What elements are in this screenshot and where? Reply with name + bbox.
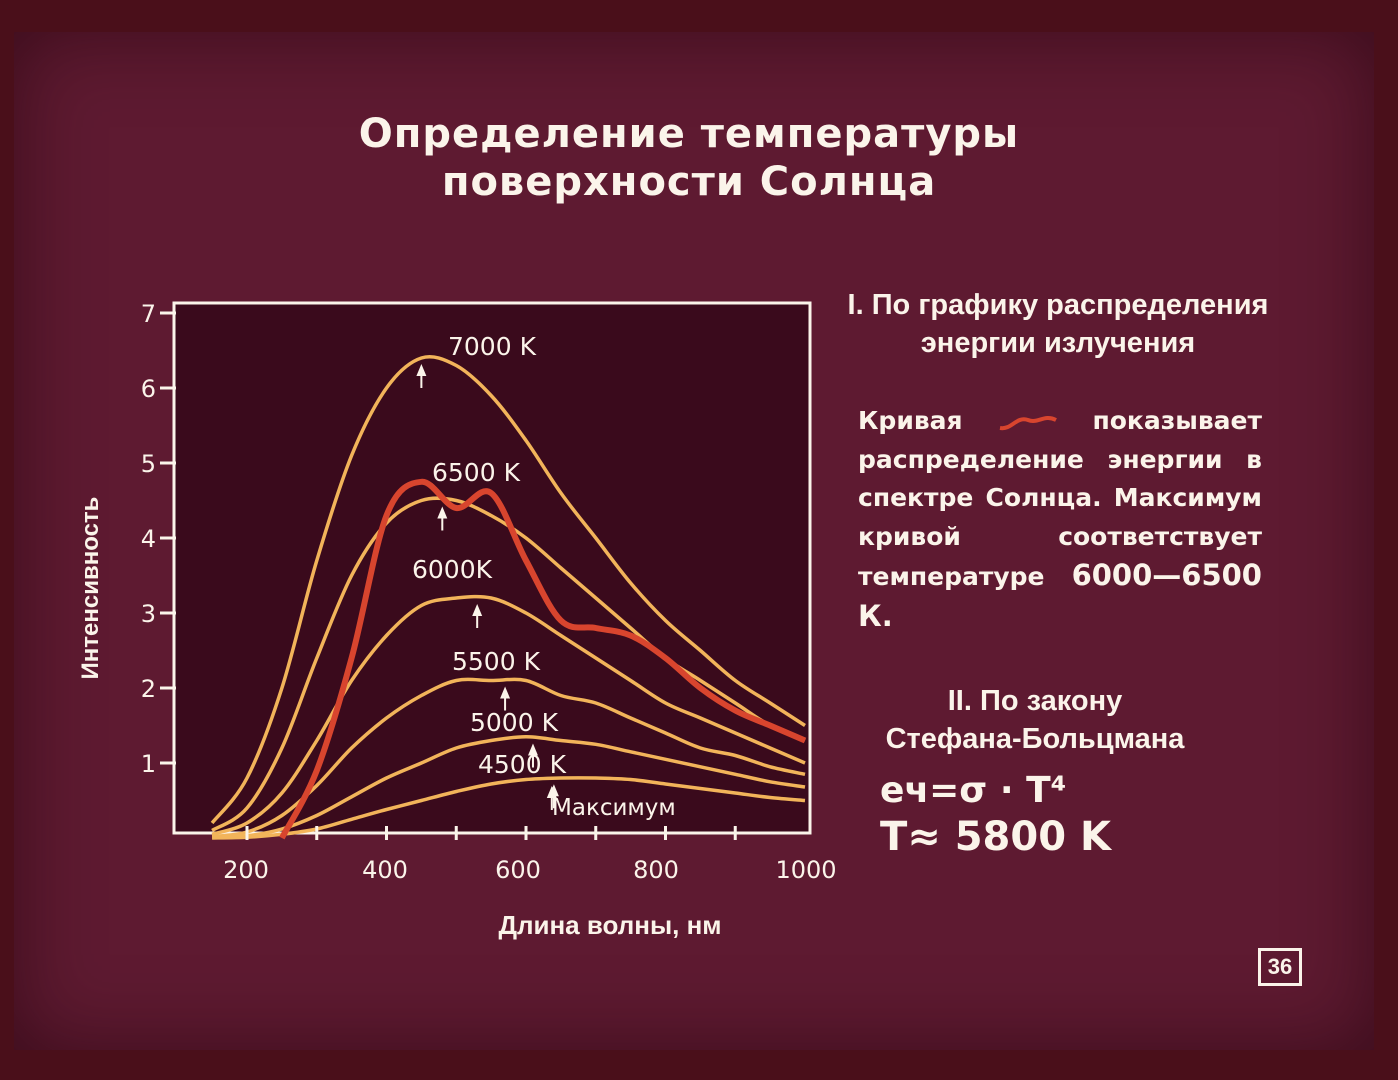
curves xyxy=(210,354,807,840)
curve-label-7000: 7000 K xyxy=(448,332,537,361)
maximum-arrow xyxy=(546,786,557,810)
curve-label-6000: 6000K xyxy=(412,555,493,584)
section-2-heading-line-2: Стефана-Больцмана xyxy=(885,723,1185,755)
peak-marker-arrow xyxy=(437,506,448,531)
section-1-heading: I. По графику распределения энергии излу… xyxy=(818,286,1298,362)
x-tick-600: 600 xyxy=(495,856,541,884)
curve-label-4500: 4500 K xyxy=(478,750,567,779)
title-line-2: поверхности Солнца xyxy=(441,159,937,205)
blackbody-curve-4 xyxy=(212,735,806,840)
y-tick-1: 1 xyxy=(141,750,156,778)
page-number-badge: 36 xyxy=(1258,948,1302,986)
blackbody-curve-2 xyxy=(211,594,806,836)
y-axis-label: Интенсивность xyxy=(77,497,104,680)
y-tick-6: 6 xyxy=(141,375,156,403)
y-tick-5: 5 xyxy=(141,450,156,478)
temperature-result: T≈ 5800 K xyxy=(880,814,1111,860)
section-1-heading-line-1: I. По графику распределения xyxy=(847,289,1269,321)
y-tick-3: 3 xyxy=(141,600,156,628)
peak-marker-arrow xyxy=(472,604,483,628)
blackbody-curve-0 xyxy=(210,354,806,825)
y-tick-2: 2 xyxy=(141,675,156,703)
curve-label-5000: 5000 K xyxy=(470,708,559,737)
section-2-heading: II. По закону Стефана-Больцмана xyxy=(860,682,1210,758)
description-value: 6000—6500 К. xyxy=(858,558,1262,633)
blackbody-curve-1 xyxy=(211,496,806,833)
x-tick-200: 200 xyxy=(223,856,269,884)
title-line-1: Определение температуры xyxy=(358,111,1020,157)
x-axis-label: Длина волны, нм xyxy=(498,910,721,940)
peak-marker-arrow xyxy=(416,364,427,388)
plot-frame xyxy=(172,301,812,835)
blackbody-curve-5 xyxy=(212,776,806,840)
section-2-heading-line-1: II. По закону xyxy=(947,685,1123,717)
curve-label-6500: 6500 K xyxy=(432,458,521,487)
description-text: Кривая показывает распределение энергии … xyxy=(858,402,1262,637)
y-tick-7: 7 xyxy=(141,300,156,328)
section-1-heading-line-2: энергии излучения xyxy=(920,327,1196,359)
description-after-swatch: показывает распределение энергии в спект… xyxy=(858,406,1262,591)
x-tick-1000: 1000 xyxy=(775,856,836,884)
maximum-annotation: Максимум xyxy=(552,795,676,821)
solar-curve-swatch-icon xyxy=(999,416,1057,431)
peak-marker-arrow xyxy=(500,686,511,711)
axis-ticks xyxy=(160,311,737,840)
x-tick-800: 800 xyxy=(633,856,679,884)
description-before-swatch: Кривая xyxy=(858,406,963,435)
stefan-boltzmann-formula: eч=σ · T⁴ xyxy=(880,770,1067,811)
x-tick-400: 400 xyxy=(362,856,408,884)
peak-marker-arrow xyxy=(527,743,538,768)
solar-spectrum-curve xyxy=(279,478,807,840)
blackbody-curve-3 xyxy=(211,677,806,839)
curve-label-5500: 5500 K xyxy=(452,647,541,676)
y-tick-4: 4 xyxy=(141,525,156,553)
